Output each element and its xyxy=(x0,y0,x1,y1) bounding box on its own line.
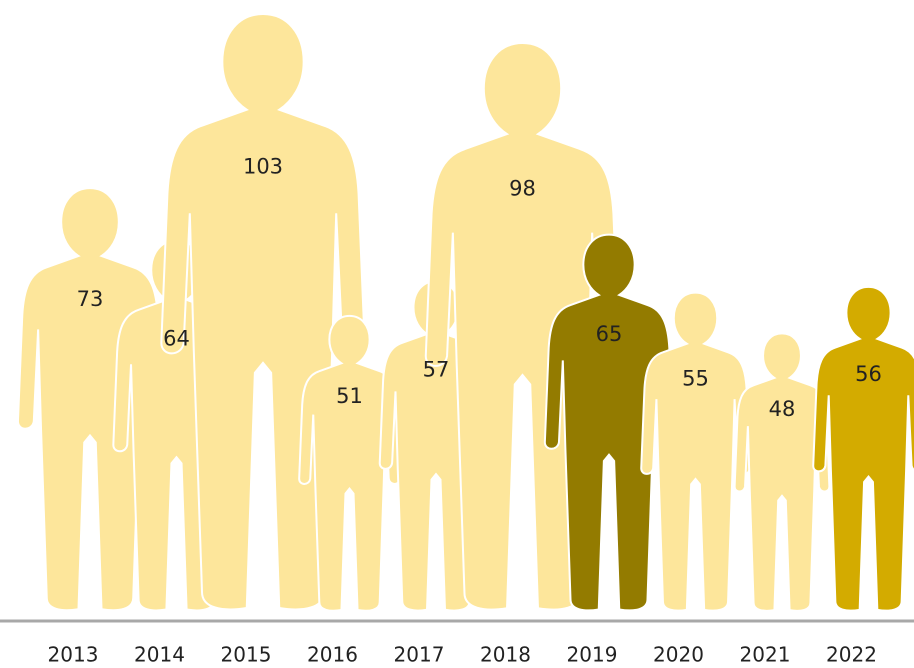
value-label: 51 xyxy=(336,384,363,408)
person-figure xyxy=(545,235,673,611)
x-tick-label: 2014 xyxy=(134,643,185,667)
value-label: 57 xyxy=(423,357,450,381)
value-label: 65 xyxy=(596,322,623,346)
x-tick-label: 2013 xyxy=(48,643,99,667)
x-tick-label: 2019 xyxy=(567,643,618,667)
x-tick-label: 2017 xyxy=(394,643,445,667)
person-figure xyxy=(735,333,830,610)
person-figure xyxy=(299,316,400,611)
x-tick-label: 2022 xyxy=(826,643,877,667)
x-tick-label: 2015 xyxy=(221,643,272,667)
value-label: 98 xyxy=(509,177,536,201)
person-figure xyxy=(813,287,914,611)
value-label: 103 xyxy=(243,155,283,179)
person-figure xyxy=(18,188,162,610)
value-label: 55 xyxy=(682,366,709,390)
value-label: 73 xyxy=(77,287,104,311)
x-tick-label: 2021 xyxy=(740,643,791,667)
x-tick-label: 2016 xyxy=(307,643,358,667)
x-tick-label: 2020 xyxy=(653,643,704,667)
person-figure xyxy=(641,293,750,611)
x-tick-label: 2018 xyxy=(480,643,531,667)
value-label: 56 xyxy=(855,362,882,386)
value-label: 64 xyxy=(163,327,190,351)
value-label: 48 xyxy=(769,397,796,421)
